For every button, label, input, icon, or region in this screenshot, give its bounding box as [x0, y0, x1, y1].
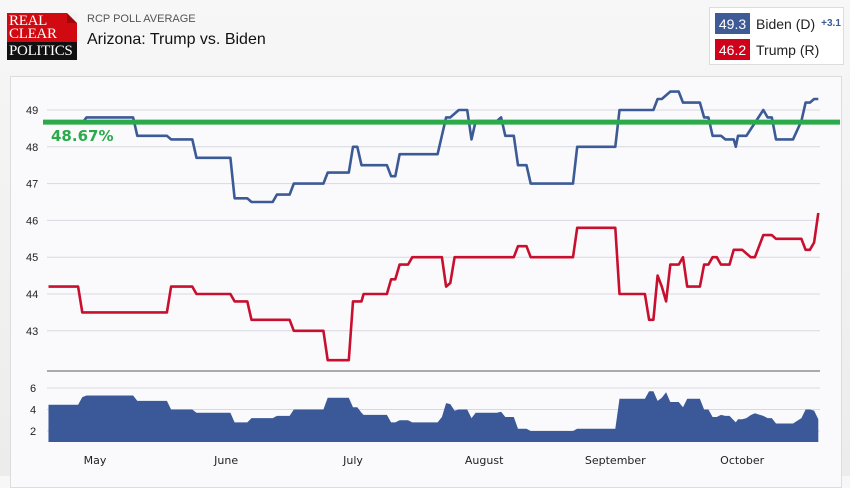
logo-band [7, 42, 77, 60]
y-tick-label: 46 [26, 215, 38, 227]
trump-label: Trump (R) [756, 41, 820, 58]
month-label-september: September [585, 454, 646, 467]
month-label-july: July [342, 454, 363, 467]
biden-value-badge: 49.3 [715, 13, 750, 34]
spread-y-tick-label: 6 [30, 383, 36, 395]
y-tick-label: 45 [26, 252, 38, 264]
y-tick-label: 48 [26, 142, 38, 154]
legend-item-trump[interactable]: 46.2 Trump (R) [715, 39, 819, 60]
spread-y-tick-label: 4 [30, 405, 36, 417]
month-label-june: June [213, 454, 238, 467]
month-label-october: October [720, 454, 764, 467]
spread-area [48, 391, 819, 442]
logo-text-politics: POLITICS [9, 43, 73, 59]
spread-value: +3.1 [821, 18, 841, 29]
average-reference-label: 48.67% [51, 127, 113, 145]
legend-item-biden[interactable]: 49.3 Biden (D) +3.1 [715, 13, 841, 34]
trump-line [48, 212, 820, 362]
y-tick-label: 44 [26, 289, 38, 301]
biden-label: Biden (D) [756, 15, 816, 32]
legend: 49.3 Biden (D) +3.1 46.2 Trump (R) [709, 7, 844, 65]
month-label-august: August [465, 454, 504, 467]
kicker: RCP POLL AVERAGE [87, 13, 196, 25]
month-label-may: May [84, 454, 107, 467]
page-title: Arizona: Trump vs. Biden [87, 31, 266, 48]
rcp-logo[interactable]: REAL CLEAR POLITICS [7, 13, 77, 60]
logo-text-clear: CLEAR [9, 26, 57, 42]
spread-y-tick-label: 2 [30, 426, 36, 438]
y-tick-label: 49 [26, 105, 38, 117]
logo-text-real: REAL [9, 13, 47, 29]
logo-fold [67, 13, 77, 23]
y-tick-label: 43 [26, 326, 38, 338]
trump-value-badge: 46.2 [715, 39, 750, 60]
y-tick-label: 47 [26, 179, 38, 191]
biden-line [48, 90, 819, 204]
